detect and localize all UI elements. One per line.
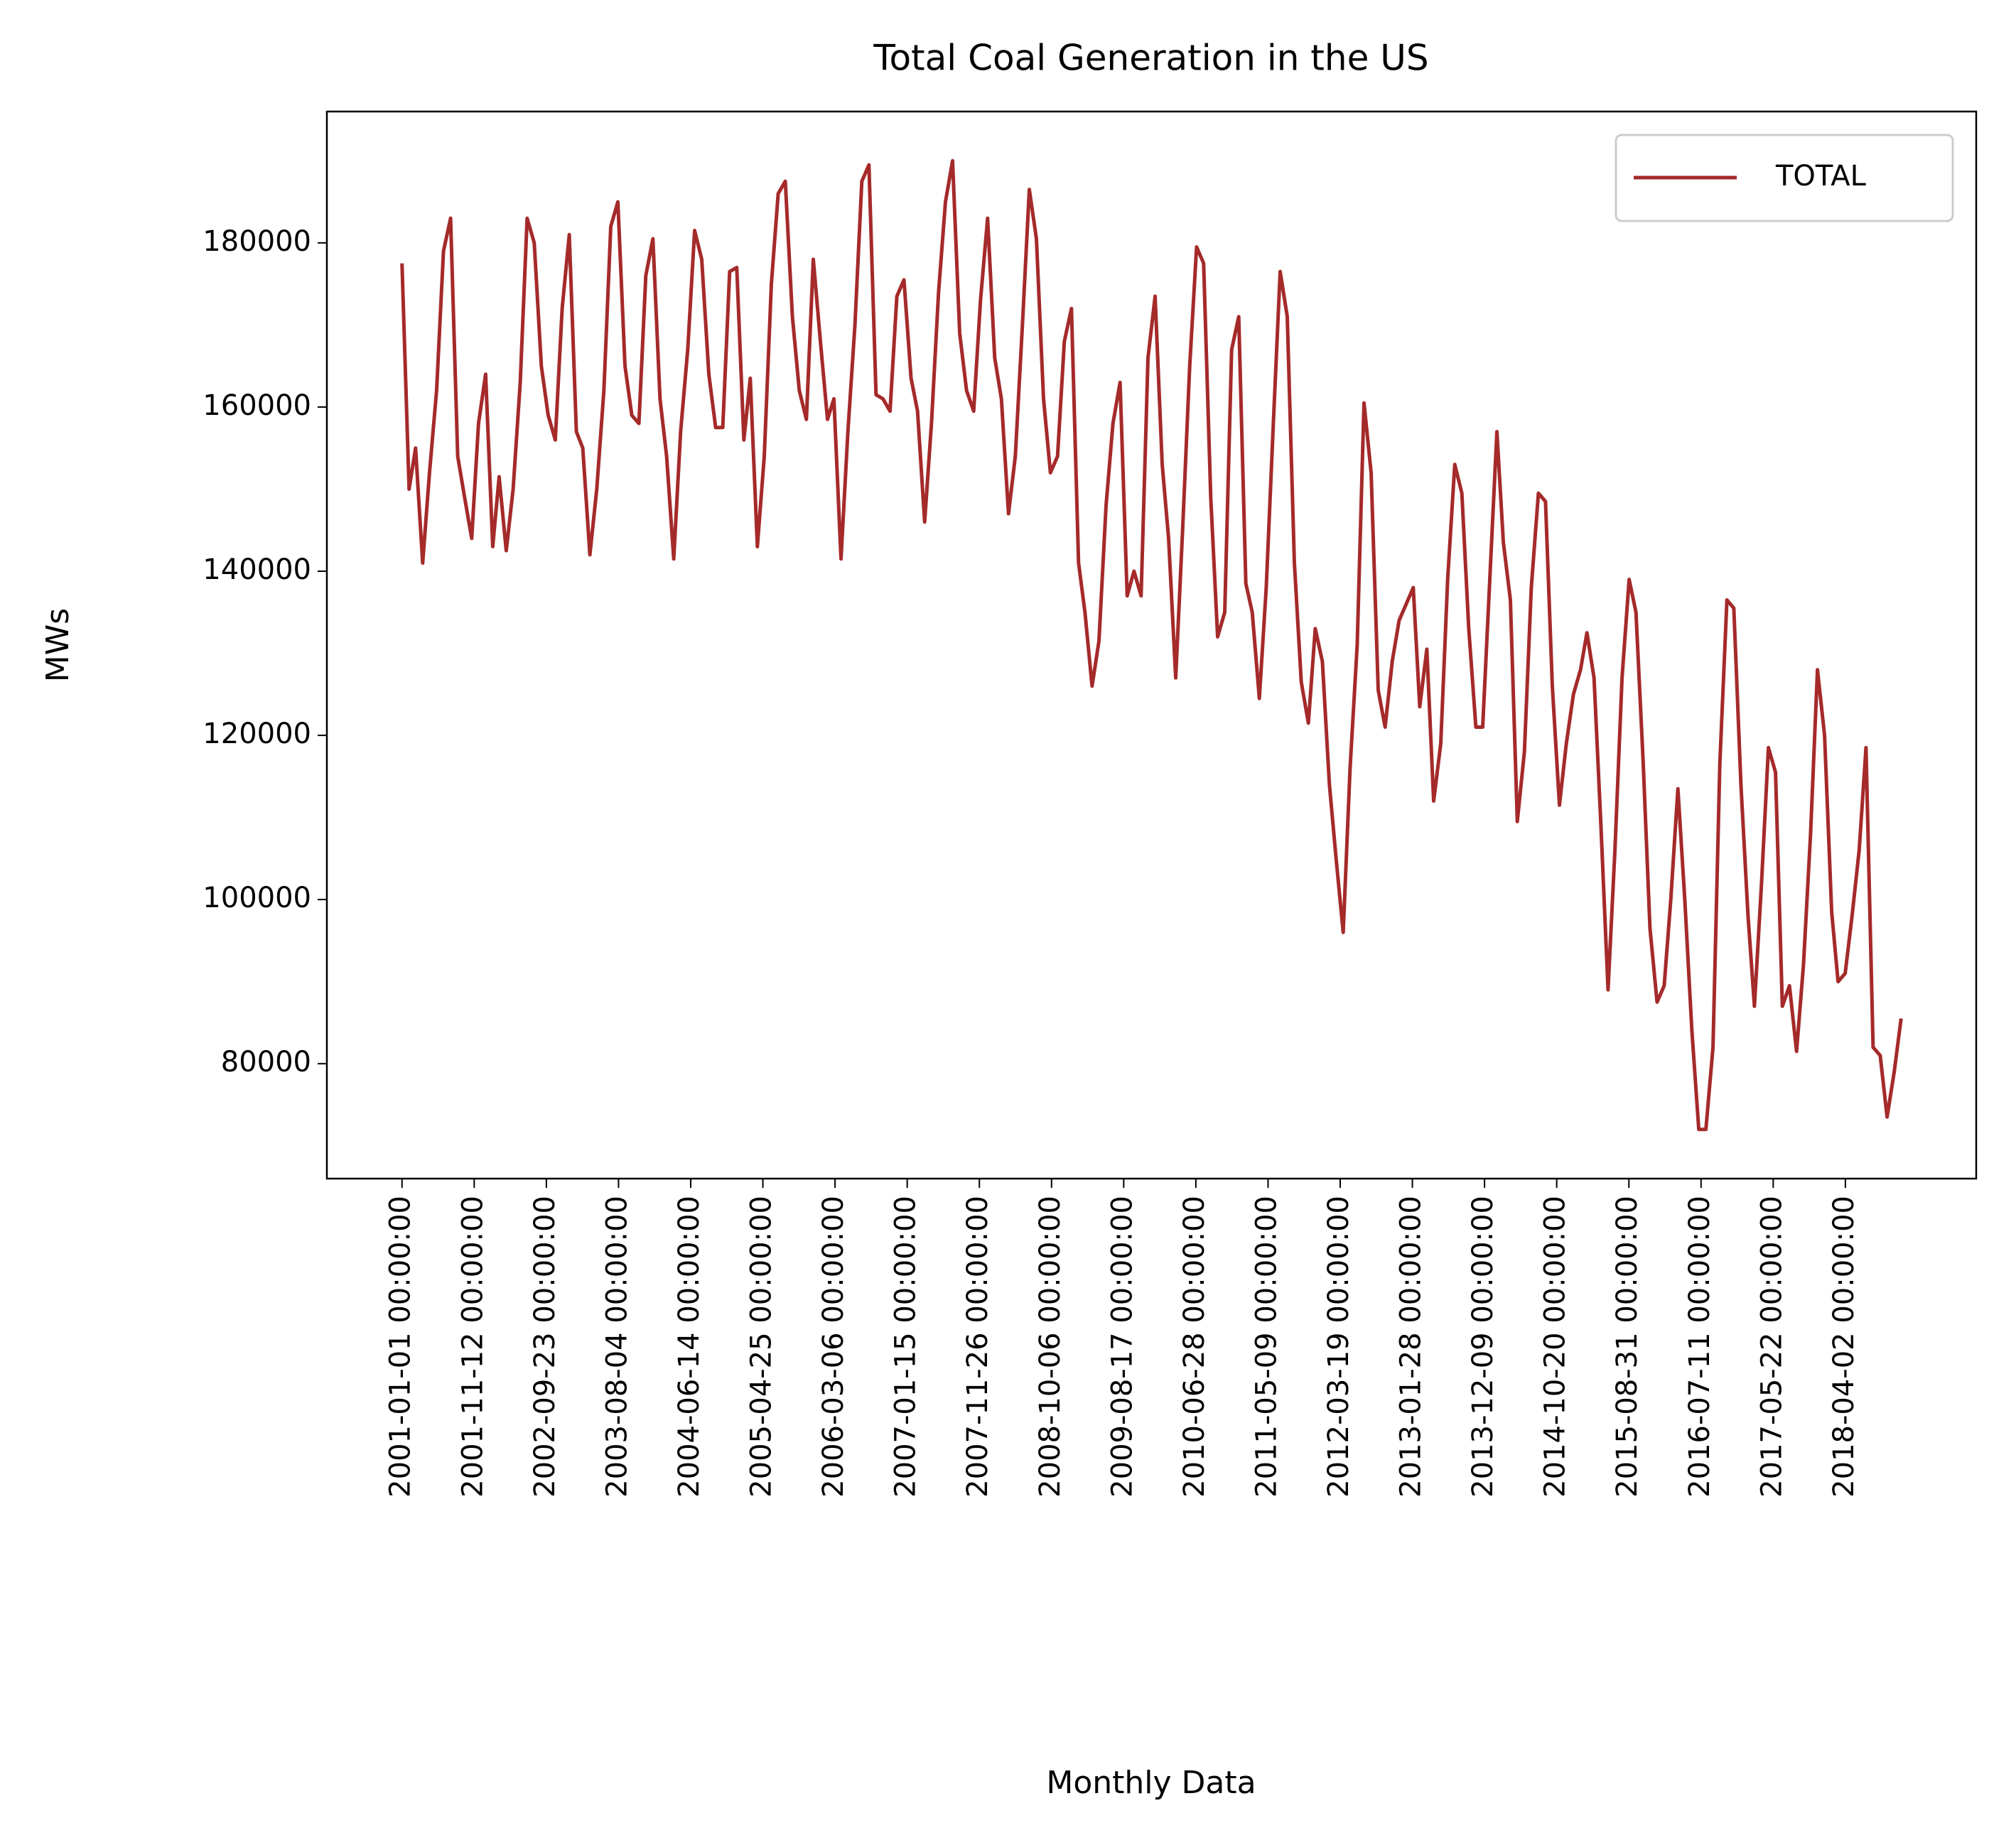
x-tick-label: 2018-04-02 00:00:00 xyxy=(1828,1196,1860,1498)
x-tick-label: 2013-12-09 00:00:00 xyxy=(1467,1196,1499,1498)
x-tick-label: 2002-09-23 00:00:00 xyxy=(529,1196,561,1498)
x-tick-label: 2001-01-01 00:00:00 xyxy=(384,1196,417,1498)
legend-label: TOTAL xyxy=(1775,160,1867,193)
x-tick-label: 2012-03-19 00:00:00 xyxy=(1322,1196,1355,1498)
x-tick-label: 2005-04-25 00:00:00 xyxy=(745,1196,778,1498)
y-tick-label: 120000 xyxy=(203,718,311,750)
x-tick-label: 2017-05-22 00:00:00 xyxy=(1755,1196,1788,1498)
x-tick-label: 2007-01-15 00:00:00 xyxy=(890,1196,922,1498)
x-tick-label: 2008-10-06 00:00:00 xyxy=(1034,1196,1067,1498)
chart-title: Total Coal Generation in the US xyxy=(873,38,1428,79)
x-tick-label: 2014-10-20 00:00:00 xyxy=(1539,1196,1572,1498)
y-tick-label: 140000 xyxy=(203,553,311,586)
data-line xyxy=(400,158,1903,1132)
x-tick-label: 2010-06-28 00:00:00 xyxy=(1178,1196,1211,1498)
x-tick-label: 2006-03-06 00:00:00 xyxy=(817,1196,850,1498)
x-tick-label: 2016-07-11 00:00:00 xyxy=(1683,1196,1716,1498)
y-tick-label: 100000 xyxy=(203,882,311,914)
y-tick-label: 180000 xyxy=(203,225,311,258)
x-tick-label: 2009-08-17 00:00:00 xyxy=(1106,1196,1138,1498)
y-tick-label: 80000 xyxy=(221,1046,311,1078)
legend-box xyxy=(1615,134,1954,222)
x-axis-label: Monthly Data xyxy=(1046,1765,1256,1801)
x-tick-label: 2011-05-09 00:00:00 xyxy=(1250,1196,1283,1498)
x-tick-label: 2015-08-31 00:00:00 xyxy=(1611,1196,1644,1498)
x-tick-label: 2003-08-04 00:00:00 xyxy=(600,1196,633,1498)
y-axis-label: MWs xyxy=(40,608,76,682)
y-tick-label: 160000 xyxy=(203,389,311,422)
plot-frame xyxy=(325,110,1978,1180)
x-tick-label: 2013-01-28 00:00:00 xyxy=(1395,1196,1428,1498)
x-tick-label: 2007-11-26 00:00:00 xyxy=(961,1196,994,1498)
x-tick-label: 2004-06-14 00:00:00 xyxy=(673,1196,706,1498)
x-tick-label: 2001-11-12 00:00:00 xyxy=(456,1196,489,1498)
